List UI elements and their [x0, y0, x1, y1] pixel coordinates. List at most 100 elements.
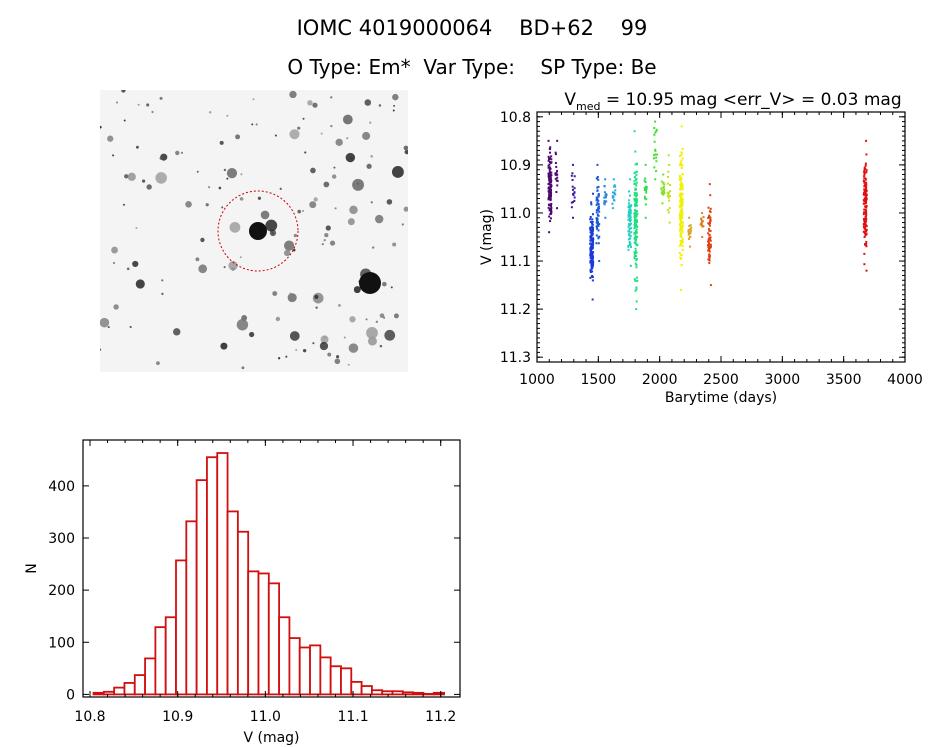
data-point [689, 228, 692, 231]
data-point [549, 151, 552, 154]
data-point [628, 237, 631, 240]
data-point [707, 232, 710, 235]
data-point [597, 205, 600, 208]
star [370, 155, 373, 158]
histogram-bar [340, 667, 353, 696]
data-point [661, 191, 664, 194]
data-point [591, 226, 594, 229]
data-point [592, 251, 595, 254]
data-point [596, 198, 599, 201]
data-point [680, 200, 683, 203]
data-point [627, 206, 630, 209]
data-point [613, 184, 616, 187]
data-point [865, 245, 868, 248]
histogram-bar [329, 665, 342, 696]
histogram-bar [360, 685, 373, 696]
data-point [643, 187, 646, 190]
data-point [611, 202, 614, 205]
data-point [634, 238, 637, 241]
data-point [689, 229, 692, 232]
data-point [681, 230, 684, 233]
data-point [590, 264, 593, 267]
data-point [572, 216, 575, 219]
data-point [643, 195, 646, 198]
data-point [555, 165, 558, 168]
data-point [680, 182, 683, 185]
star [198, 264, 208, 274]
data-point [709, 246, 712, 249]
data-point [681, 245, 684, 248]
data-point [547, 186, 550, 189]
data-point [628, 211, 631, 214]
histogram-bar [206, 456, 219, 696]
data-point [591, 230, 594, 233]
data-point [549, 184, 552, 187]
data-point [865, 233, 868, 236]
data-point [627, 248, 630, 251]
x-tick-label: 1500 [581, 372, 617, 388]
data-point [680, 257, 683, 260]
data-point [603, 203, 606, 206]
data-point [679, 164, 682, 167]
data-point [548, 191, 551, 194]
data-point [662, 182, 665, 185]
data-point [611, 195, 614, 198]
data-point [570, 174, 573, 177]
star [392, 242, 397, 247]
data-point [613, 199, 616, 202]
data-point [688, 235, 691, 238]
data-point [547, 196, 550, 199]
data-point [549, 185, 552, 188]
data-point [590, 257, 593, 260]
star [329, 240, 336, 246]
data-point [548, 231, 551, 234]
star [260, 210, 270, 220]
data-point [591, 232, 594, 235]
data-point [549, 148, 552, 151]
star [364, 99, 372, 106]
data-point [864, 218, 867, 221]
data-point [654, 178, 657, 181]
data-point [629, 234, 632, 237]
data-point [680, 192, 683, 195]
data-point [634, 238, 637, 241]
data-point [550, 202, 553, 205]
data-point [595, 217, 598, 220]
y-tick-label: 100 [48, 635, 75, 651]
data-point [550, 210, 553, 213]
data-point [628, 202, 631, 205]
data-point [550, 184, 553, 187]
data-point [596, 217, 599, 220]
data-point [554, 151, 557, 154]
data-point [628, 217, 631, 220]
star [334, 207, 337, 210]
data-point [863, 227, 866, 230]
data-point [591, 237, 594, 240]
data-point [678, 213, 681, 216]
data-point [595, 211, 598, 214]
data-point [611, 196, 614, 199]
data-point [680, 240, 683, 243]
data-point [701, 219, 704, 222]
data-point [635, 214, 638, 217]
data-point [549, 178, 552, 181]
data-point [628, 241, 631, 244]
data-point [863, 193, 866, 196]
star [151, 110, 154, 114]
data-point [680, 243, 683, 246]
data-point [548, 208, 551, 211]
data-point [635, 225, 638, 228]
data-point [863, 221, 866, 224]
data-point [627, 214, 630, 217]
data-point [556, 176, 559, 179]
data-point [862, 230, 865, 233]
data-point [634, 205, 637, 208]
data-point [708, 245, 711, 248]
data-point [680, 235, 683, 238]
data-point [634, 225, 637, 228]
data-point [549, 161, 552, 164]
data-point [864, 185, 867, 188]
data-point [644, 216, 647, 219]
data-point [590, 249, 593, 252]
data-point [612, 178, 615, 181]
